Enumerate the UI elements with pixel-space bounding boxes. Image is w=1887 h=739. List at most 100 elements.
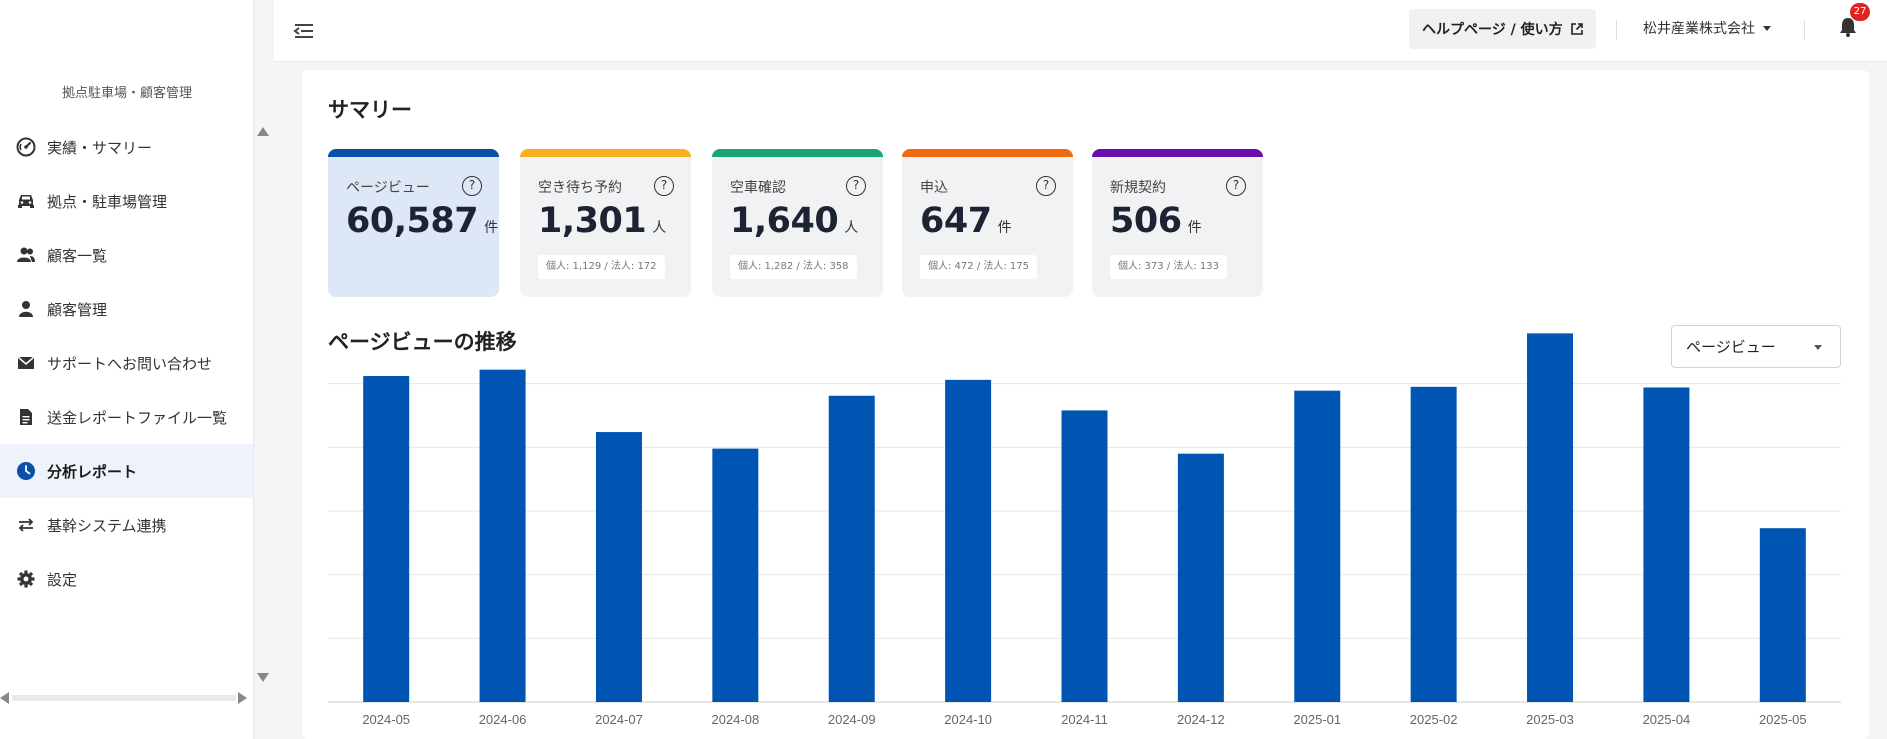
x-tick-label: 2024-12	[1177, 712, 1225, 727]
caret-down-icon	[1814, 345, 1822, 350]
sidebar-item-support[interactable]: サポートへお問い合わせ	[0, 336, 253, 390]
help-page-button[interactable]: ヘルプページ / 使い方	[1409, 9, 1596, 49]
car-icon	[16, 191, 36, 211]
page-view-bar-chart: 2024-05 2024-06 2024-07 2024-08 2024-09 2024-…	[328, 333, 1841, 727]
sidebar-brand: 拠点駐車場・顧客管理	[61, 86, 192, 101]
x-tick-label: 2025-01	[1293, 712, 1341, 727]
kpi-card-page-views[interactable]: ページビュー ? 60,587 件	[328, 149, 499, 297]
x-tick-label: 2024-10	[944, 712, 992, 727]
kpi-unit: 件	[997, 220, 1012, 236]
kpi-value: 506 件	[1110, 201, 1202, 241]
company-dropdown[interactable]: 松井産業株式会社	[1643, 18, 1771, 38]
help-circle-icon[interactable]: ?	[462, 176, 482, 196]
sidebar-item-customer-list[interactable]: 顧客一覧	[0, 228, 253, 282]
kpi-breakdown: 個人: 373 / 法人: 133	[1110, 255, 1227, 279]
clock-icon	[16, 461, 36, 481]
swap-icon	[16, 515, 36, 535]
scroll-right-icon[interactable]	[238, 692, 247, 704]
kpi-value: 1,640 人	[730, 201, 858, 241]
kpi-card-waitlist[interactable]: 空き待ち予約 ? 1,301 人 個人: 1,129 / 法人: 172	[520, 149, 691, 297]
sidebar-item-label: サポートへお問い合わせ	[47, 354, 213, 373]
trend-title: ページビューの推移	[328, 330, 517, 354]
kpi-color-bar	[520, 149, 691, 157]
divider	[1804, 20, 1805, 40]
chart-bar-2024-11[interactable]	[1061, 410, 1108, 702]
chart-bar-2024-08[interactable]	[712, 448, 759, 702]
notification-badge: 27	[1850, 3, 1870, 21]
gear-icon	[16, 569, 36, 589]
kpi-breakdown: 個人: 472 / 法人: 175	[920, 255, 1037, 279]
speedometer-icon	[16, 137, 36, 157]
metric-select-value: ページビュー	[1686, 338, 1776, 356]
sidebar-item-label: 送金レポートファイル一覧	[47, 408, 228, 427]
x-tick-label: 2024-06	[479, 712, 527, 727]
kpi-color-bar	[1092, 149, 1263, 157]
divider	[1616, 20, 1617, 40]
chart-bar-2024-05[interactable]	[363, 376, 410, 702]
user-icon	[16, 299, 36, 319]
kpi-card-vacancy-check[interactable]: 空車確認 ? 1,640 人 個人: 1,282 / 法人: 358	[712, 149, 883, 297]
sidebar-item-remittance-reports[interactable]: 送金レポートファイル一覧	[0, 390, 253, 444]
sidebar-item-label: 分析レポート	[47, 462, 138, 481]
kpi-breakdown: 個人: 1,129 / 法人: 172	[538, 255, 665, 279]
chart-bar-2024-10[interactable]	[945, 379, 992, 702]
help-circle-icon[interactable]: ?	[654, 176, 674, 196]
kpi-card-new-contracts[interactable]: 新規契約 ? 506 件 個人: 373 / 法人: 133	[1092, 149, 1263, 297]
kpi-unit: 件	[1187, 220, 1202, 236]
kpi-unit: 人	[844, 220, 858, 236]
chart-bar-2025-05[interactable]	[1759, 528, 1806, 702]
kpi-color-bar	[712, 149, 883, 157]
chart-bar-2024-09[interactable]	[828, 395, 875, 702]
sidebar-item-label: 拠点・駐車場管理	[47, 192, 168, 211]
summary-title: サマリー	[328, 98, 412, 122]
help-page-label: ヘルプページ / 使い方	[1422, 22, 1563, 38]
kpi-label: 申込	[920, 180, 948, 196]
x-tick-label: 2024-11	[1061, 712, 1108, 727]
x-tick-label: 2025-04	[1643, 712, 1691, 727]
help-circle-icon[interactable]: ?	[1226, 176, 1246, 196]
sidebar-item-customer-management[interactable]: 顧客管理	[0, 282, 253, 336]
sidebar-item-settings[interactable]: 設定	[0, 552, 253, 606]
help-circle-icon[interactable]: ?	[846, 176, 866, 196]
kpi-value: 1,301 人	[538, 201, 666, 241]
chart-bar-2025-01[interactable]	[1294, 390, 1341, 702]
scroll-left-icon[interactable]	[0, 692, 9, 704]
mail-icon	[16, 353, 36, 373]
chart-bar-2025-03[interactable]	[1527, 333, 1574, 702]
sidebar-item-summary[interactable]: 実績・サマリー	[0, 120, 253, 174]
document-icon	[16, 407, 36, 427]
kpi-label: 空き待ち予約	[538, 180, 622, 196]
sidebar-item-label: 設定	[47, 570, 78, 589]
menu-collapse-icon[interactable]	[292, 19, 316, 43]
x-tick-label: 2024-09	[828, 712, 876, 727]
metric-select[interactable]: ページビュー	[1671, 325, 1841, 368]
sidebar: 拠点駐車場・顧客管理 実績・サマリー 拠点・駐車場管理 顧客一覧	[0, 0, 254, 739]
scrollbar-track[interactable]	[12, 695, 236, 701]
sidebar-item-analytics[interactable]: 分析レポート	[0, 444, 253, 498]
chart-bar-2024-12[interactable]	[1177, 453, 1224, 702]
help-circle-icon[interactable]: ?	[1036, 176, 1056, 196]
scroll-up-icon[interactable]	[257, 127, 269, 136]
x-tick-label: 2024-07	[595, 712, 643, 727]
sidebar-item-parking[interactable]: 拠点・駐車場管理	[0, 174, 253, 228]
x-tick-label: 2025-03	[1526, 712, 1574, 727]
kpi-breakdown: 個人: 1,282 / 法人: 358	[730, 255, 857, 279]
x-tick-label: 2025-05	[1759, 712, 1807, 727]
users-icon	[16, 245, 36, 265]
caret-down-icon	[1763, 25, 1771, 31]
chart-bar-2025-04[interactable]	[1643, 387, 1690, 702]
sidebar-item-label: 実績・サマリー	[47, 138, 153, 157]
scroll-down-icon[interactable]	[257, 673, 269, 682]
chart-bar-2024-06[interactable]	[479, 369, 526, 702]
sidebar-item-label: 顧客一覧	[47, 246, 108, 265]
bell-icon[interactable]	[1837, 16, 1859, 38]
kpi-card-applications[interactable]: 申込 ? 647 件 個人: 472 / 法人: 175	[902, 149, 1073, 297]
sidebar-item-system-integration[interactable]: 基幹システム連携	[0, 498, 253, 552]
chart-bar-2024-07[interactable]	[595, 432, 642, 702]
kpi-color-bar	[328, 149, 499, 157]
kpi-label: 空車確認	[730, 180, 786, 196]
sidebar-horizontal-scrollbar[interactable]	[0, 690, 253, 706]
kpi-value: 60,587 件	[346, 201, 498, 241]
x-tick-label: 2024-05	[362, 712, 410, 727]
chart-bar-2025-02[interactable]	[1410, 386, 1457, 702]
